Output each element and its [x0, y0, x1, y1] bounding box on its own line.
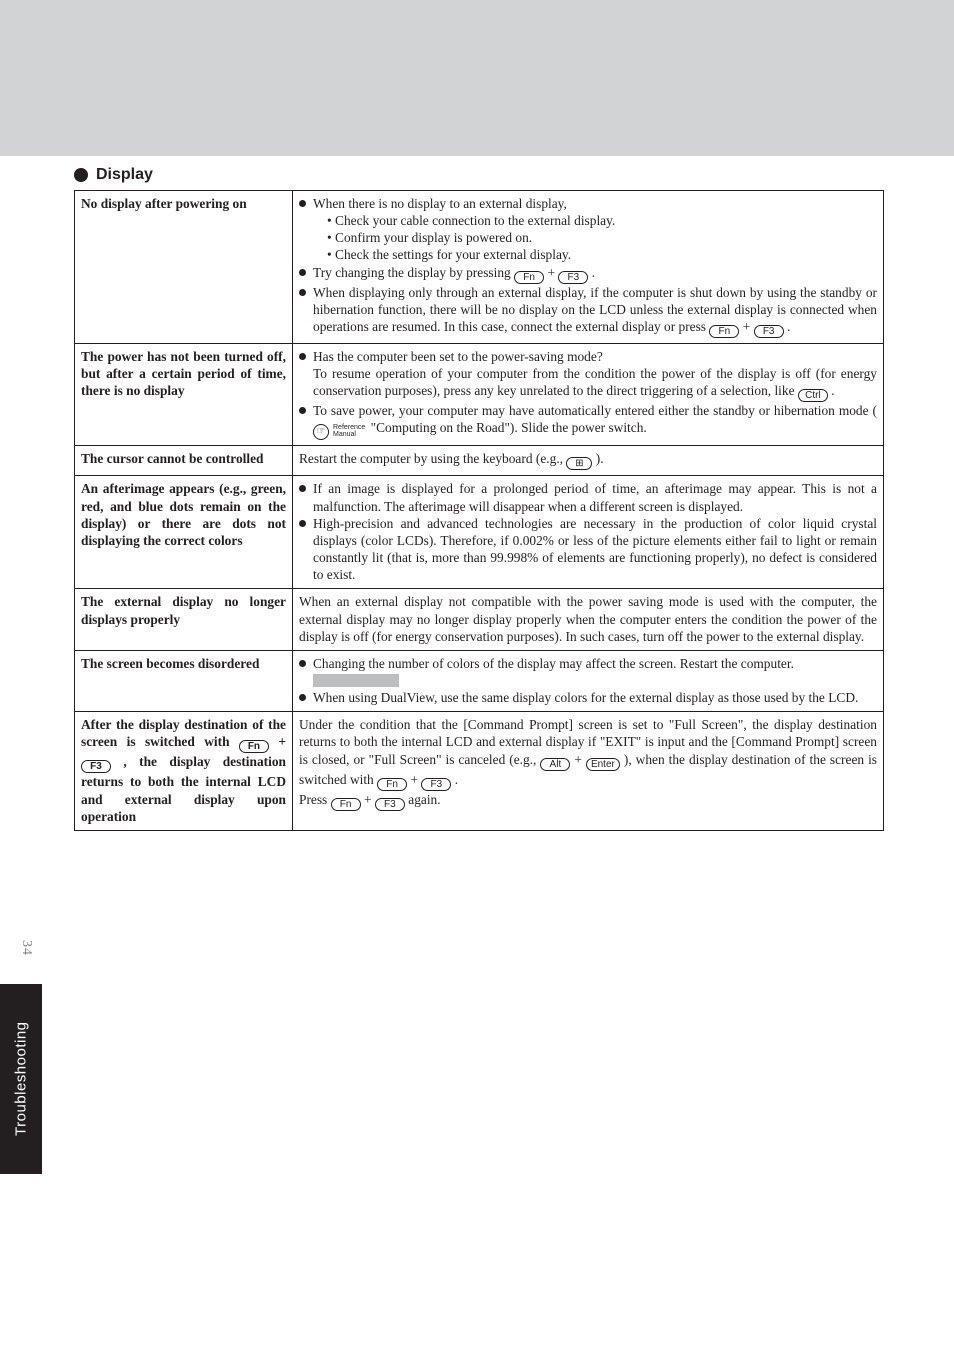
solution-text: ). — [596, 451, 604, 466]
table-row: No display after powering on When there … — [75, 191, 884, 344]
issue-cell: The external display no longer displays … — [75, 589, 293, 650]
f3-key-icon: F3 — [754, 325, 784, 338]
section-title: Display — [96, 166, 153, 184]
page-number: 34 — [18, 940, 34, 956]
solution-subitem: Check your cable connection to the exter… — [327, 212, 877, 229]
windows-key-icon — [566, 457, 592, 470]
f3-key-icon: F3 — [375, 798, 405, 811]
solution-text: Try changing the display by pressing — [313, 265, 514, 280]
solution-text: . — [592, 265, 595, 280]
table-row: The power has not been turned off, but a… — [75, 343, 884, 445]
alt-key-icon: Alt — [540, 758, 570, 771]
solution-text: If an image is displayed for a prolonged… — [299, 480, 877, 514]
solution-text: . — [455, 772, 458, 787]
reference-manual-icon: ☞ Reference Manual — [313, 424, 367, 440]
solution-text: Restart the computer by using the keyboa… — [299, 451, 566, 466]
issue-cell: The power has not been turned off, but a… — [75, 343, 293, 445]
content-area: Display No display after powering on Whe… — [74, 166, 884, 831]
issue-cell: The screen becomes disordered — [75, 650, 293, 711]
solution-text: When there is no display to an external … — [313, 196, 567, 211]
f3-key-icon: F3 — [558, 271, 588, 284]
solution-cell: Changing the number of colors of the dis… — [293, 650, 884, 711]
solution-text: To save power, your computer may have au… — [313, 403, 877, 418]
plus-text: + — [574, 752, 582, 767]
fn-key-icon: Fn — [514, 271, 544, 284]
solution-text: . — [831, 383, 834, 398]
solution-text: Changing the number of colors of the dis… — [313, 656, 794, 671]
solution-text: High-precision and advanced technologies… — [299, 515, 877, 584]
solution-cell: When an external display not compatible … — [293, 589, 884, 650]
solution-text: When displaying only through an external… — [313, 285, 877, 334]
enter-key-icon: Enter — [586, 758, 620, 771]
plus-text: + — [743, 319, 751, 334]
issue-cell: After the display destination of the scr… — [75, 712, 293, 831]
fn-key-icon: Fn — [331, 798, 361, 811]
solution-text: . — [787, 319, 790, 334]
plus-text: + — [364, 792, 375, 807]
solution-text: When an external display not compatible … — [299, 593, 877, 644]
solution-text: To resume operation of your computer fro… — [313, 366, 877, 398]
solution-text: Has the computer been set to the power-s… — [313, 349, 603, 364]
side-tab-troubleshooting: Troubleshooting — [0, 984, 42, 1174]
solution-cell: Has the computer been set to the power-s… — [293, 343, 884, 445]
plus-text: + — [547, 265, 555, 280]
table-row: An afterimage appears (e.g., green, red,… — [75, 476, 884, 589]
f3-key-icon: F3 — [81, 760, 111, 773]
solution-cell: If an image is displayed for a prolonged… — [293, 476, 884, 589]
solution-text: Press — [299, 792, 331, 807]
table-row: The screen becomes disordered Changing t… — [75, 650, 884, 711]
troubleshooting-table: No display after powering on When there … — [74, 190, 884, 831]
solution-cell: Under the condition that the [Command Pr… — [293, 712, 884, 831]
solution-text: again. — [408, 792, 440, 807]
table-row: After the display destination of the scr… — [75, 712, 884, 831]
gray-placeholder-icon — [313, 674, 399, 687]
issue-cell: The cursor cannot be controlled — [75, 446, 293, 476]
fn-key-icon: Fn — [377, 778, 407, 791]
solution-subitem: Confirm your display is powered on. — [327, 229, 877, 246]
table-row: The cursor cannot be controlled Restart … — [75, 446, 884, 476]
solution-cell: Restart the computer by using the keyboa… — [293, 446, 884, 476]
solution-text: When using DualView, use the same displa… — [299, 689, 877, 706]
f3-key-icon: F3 — [421, 778, 451, 791]
issue-cell: An afterimage appears (e.g., green, red,… — [75, 476, 293, 589]
table-row: The external display no longer displays … — [75, 589, 884, 650]
fn-key-icon: Fn — [239, 740, 269, 753]
issue-cell: No display after powering on — [75, 191, 293, 344]
ctrl-key-icon: Ctrl — [798, 389, 828, 402]
section-bullet-icon — [74, 168, 88, 182]
fn-key-icon: Fn — [709, 325, 739, 338]
solution-subitem: Check the settings for your external dis… — [327, 246, 877, 263]
solution-cell: When there is no display to an external … — [293, 191, 884, 344]
solution-text: "Computing on the Road"). Slide the powe… — [371, 420, 647, 435]
header-band — [0, 0, 954, 156]
plus-text: + — [410, 772, 418, 787]
